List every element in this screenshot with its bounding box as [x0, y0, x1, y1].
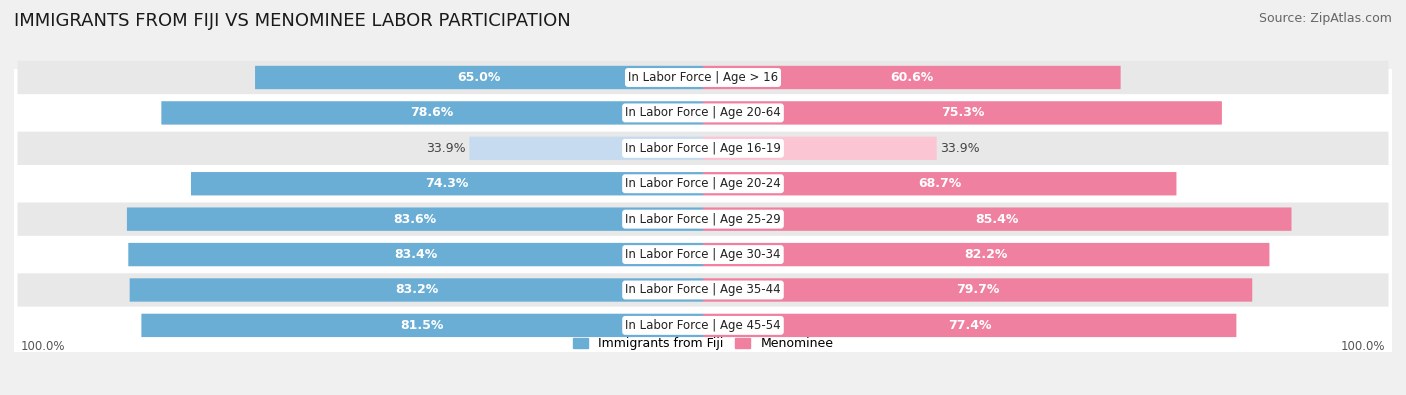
- FancyBboxPatch shape: [703, 278, 1253, 302]
- FancyBboxPatch shape: [703, 314, 1236, 337]
- Text: 79.7%: 79.7%: [956, 284, 1000, 297]
- Text: In Labor Force | Age 25-29: In Labor Force | Age 25-29: [626, 213, 780, 226]
- Text: 100.0%: 100.0%: [1340, 340, 1385, 353]
- Text: 83.2%: 83.2%: [395, 284, 439, 297]
- Text: 68.7%: 68.7%: [918, 177, 962, 190]
- Text: 33.9%: 33.9%: [426, 142, 465, 155]
- FancyBboxPatch shape: [128, 243, 703, 266]
- Text: 82.2%: 82.2%: [965, 248, 1008, 261]
- Text: In Labor Force | Age 20-64: In Labor Force | Age 20-64: [626, 106, 780, 119]
- FancyBboxPatch shape: [191, 172, 703, 196]
- Text: 77.4%: 77.4%: [948, 319, 991, 332]
- FancyBboxPatch shape: [703, 243, 1270, 266]
- Text: 60.6%: 60.6%: [890, 71, 934, 84]
- Text: 83.6%: 83.6%: [394, 213, 437, 226]
- Text: 100.0%: 100.0%: [21, 340, 66, 353]
- FancyBboxPatch shape: [129, 278, 703, 302]
- FancyBboxPatch shape: [17, 167, 1389, 200]
- FancyBboxPatch shape: [14, 69, 1392, 352]
- FancyBboxPatch shape: [470, 137, 703, 160]
- Text: In Labor Force | Age 20-24: In Labor Force | Age 20-24: [626, 177, 780, 190]
- FancyBboxPatch shape: [17, 238, 1389, 271]
- FancyBboxPatch shape: [17, 96, 1389, 130]
- FancyBboxPatch shape: [17, 132, 1389, 165]
- FancyBboxPatch shape: [17, 203, 1389, 236]
- FancyBboxPatch shape: [142, 314, 703, 337]
- Text: In Labor Force | Age > 16: In Labor Force | Age > 16: [628, 71, 778, 84]
- FancyBboxPatch shape: [17, 61, 1389, 94]
- Text: 83.4%: 83.4%: [394, 248, 437, 261]
- FancyBboxPatch shape: [17, 309, 1389, 342]
- Text: 65.0%: 65.0%: [457, 71, 501, 84]
- Text: In Labor Force | Age 35-44: In Labor Force | Age 35-44: [626, 284, 780, 297]
- FancyBboxPatch shape: [162, 101, 703, 124]
- FancyBboxPatch shape: [703, 101, 1222, 124]
- Text: IMMIGRANTS FROM FIJI VS MENOMINEE LABOR PARTICIPATION: IMMIGRANTS FROM FIJI VS MENOMINEE LABOR …: [14, 12, 571, 30]
- FancyBboxPatch shape: [127, 207, 703, 231]
- FancyBboxPatch shape: [703, 172, 1177, 196]
- FancyBboxPatch shape: [703, 137, 936, 160]
- FancyBboxPatch shape: [703, 66, 1121, 89]
- FancyBboxPatch shape: [703, 207, 1292, 231]
- Text: In Labor Force | Age 45-54: In Labor Force | Age 45-54: [626, 319, 780, 332]
- Text: In Labor Force | Age 30-34: In Labor Force | Age 30-34: [626, 248, 780, 261]
- Text: 85.4%: 85.4%: [976, 213, 1019, 226]
- Text: 75.3%: 75.3%: [941, 106, 984, 119]
- Text: 78.6%: 78.6%: [411, 106, 454, 119]
- Text: 33.9%: 33.9%: [941, 142, 980, 155]
- FancyBboxPatch shape: [17, 273, 1389, 307]
- Text: Source: ZipAtlas.com: Source: ZipAtlas.com: [1258, 12, 1392, 25]
- Text: 74.3%: 74.3%: [426, 177, 468, 190]
- Text: In Labor Force | Age 16-19: In Labor Force | Age 16-19: [626, 142, 780, 155]
- FancyBboxPatch shape: [254, 66, 703, 89]
- Legend: Immigrants from Fiji, Menominee: Immigrants from Fiji, Menominee: [568, 333, 838, 356]
- Text: 81.5%: 81.5%: [401, 319, 444, 332]
